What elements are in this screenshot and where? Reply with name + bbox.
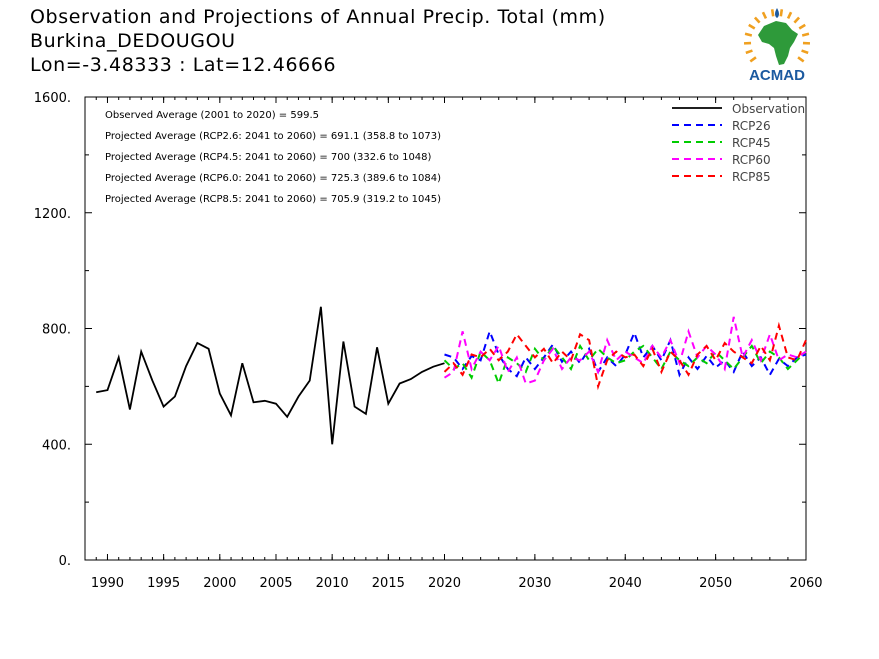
legend-label-rcp26: RCP26: [732, 119, 771, 133]
logo-ray: [770, 9, 775, 17]
x-tick-label: 2040: [609, 576, 642, 591]
series-rcp85-line: [443, 321, 807, 391]
legend-label-rcp60: RCP60: [732, 153, 771, 167]
legend-label-observation: Observation: [732, 102, 805, 116]
logo-rays: [743, 9, 811, 63]
stats-block: Observed Average (2001 to 2020) = 599.5 P…: [105, 110, 441, 205]
x-tick-label: 1990: [91, 576, 124, 591]
logo-ray: [745, 49, 753, 55]
x-tick-label: 2020: [428, 576, 461, 591]
logo-ray: [801, 32, 810, 37]
x-tick-label: 2050: [699, 576, 732, 591]
logo-ray: [749, 56, 757, 63]
y-tick-label: 400.: [42, 438, 71, 453]
series-observation-line: [96, 306, 445, 445]
station-name: Burkina_DEDOUGOU: [30, 30, 236, 52]
logo-ray: [797, 56, 805, 63]
series-layer: [96, 306, 807, 445]
acmad-logo: ACMAD: [736, 4, 818, 84]
stat-line: Projected Average (RCP6.0: 2041 to 2060)…: [105, 173, 441, 184]
logo-ray: [801, 49, 809, 55]
logo-ray: [753, 16, 761, 24]
axis-ticks: [85, 96, 807, 561]
logo-ray: [761, 11, 768, 20]
tick-labels: 1990 1995 2000 2005 2010 2015 2020 2030 2040 2050…: [34, 91, 823, 591]
logo-ray: [748, 23, 756, 30]
station-coordinates: Lon=-3.48333 : Lat=12.46666: [30, 54, 337, 76]
x-tick-label: 2015: [372, 576, 405, 591]
y-tick-label: 800.: [42, 323, 71, 338]
legend-label-rcp85: RCP85: [732, 170, 771, 184]
plot-frame: [84, 96, 807, 561]
stat-line: Projected Average (RCP4.5: 2041 to 2060)…: [105, 152, 432, 163]
logo-text: ACMAD: [749, 67, 805, 84]
x-tick-label: 2005: [259, 576, 292, 591]
stat-line: Projected Average (RCP8.5: 2041 to 2060)…: [105, 194, 441, 205]
legend: Observation RCP26 RCP45 RCP60 RCP85: [672, 102, 805, 184]
legend-label-rcp45: RCP45: [732, 136, 771, 150]
x-tick-label: 2000: [203, 576, 236, 591]
y-tick-label: 1600.: [34, 91, 71, 106]
africa-shape: [758, 21, 798, 65]
stat-line: Projected Average (RCP2.6: 2041 to 2060)…: [105, 131, 441, 142]
logo-ray: [798, 23, 806, 30]
logo-ray: [786, 11, 793, 20]
series-rcp26-line: [444, 328, 807, 378]
x-tick-label: 2060: [789, 576, 822, 591]
y-tick-label: 0.: [59, 554, 71, 569]
logo-ray: [779, 9, 784, 17]
x-tick-label: 2010: [316, 576, 349, 591]
logo-ray: [744, 32, 753, 37]
x-tick-label: 1995: [147, 576, 180, 591]
chart-title: Observation and Projections of Annual Pr…: [30, 6, 606, 28]
x-tick-label: 2030: [518, 576, 551, 591]
series-rcp60-line: [443, 316, 807, 385]
logo-ray: [793, 16, 801, 24]
stat-line: Observed Average (2001 to 2020) = 599.5: [105, 110, 319, 121]
water-drop-icon: [775, 8, 779, 18]
y-tick-label: 1200.: [34, 207, 71, 222]
